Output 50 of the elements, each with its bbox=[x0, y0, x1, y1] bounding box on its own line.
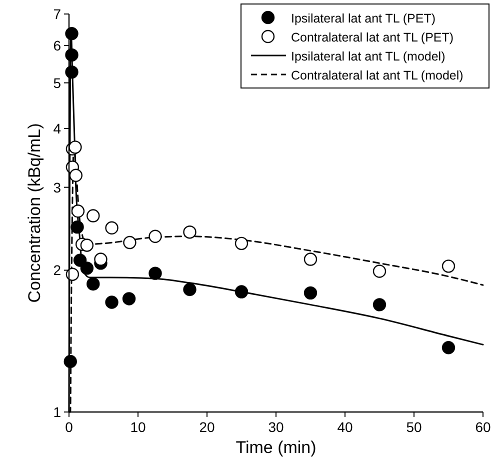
point bbox=[68, 140, 82, 154]
point bbox=[94, 252, 108, 266]
point bbox=[86, 277, 100, 291]
x-tick-label: 20 bbox=[199, 419, 215, 435]
x-tick-label: 10 bbox=[130, 419, 146, 435]
point bbox=[148, 230, 162, 243]
point bbox=[234, 236, 248, 250]
point bbox=[442, 341, 456, 354]
x-tick-label: 50 bbox=[406, 419, 422, 435]
legend-label: Ipsilateral lat ant TL (model) bbox=[291, 50, 446, 64]
y-tick-label: 2 bbox=[53, 262, 62, 278]
y-tick-label: 4 bbox=[53, 120, 62, 136]
point bbox=[105, 221, 118, 234]
point bbox=[122, 292, 136, 306]
point bbox=[65, 27, 78, 40]
point bbox=[148, 266, 162, 280]
legend-label: Contralateral lat ant TL (PET) bbox=[291, 30, 454, 44]
point bbox=[86, 209, 100, 222]
point bbox=[70, 220, 84, 234]
y-tick-label: 7 bbox=[53, 6, 62, 22]
point bbox=[183, 282, 196, 296]
point bbox=[123, 236, 136, 250]
point bbox=[442, 260, 456, 273]
point bbox=[183, 225, 196, 239]
point bbox=[372, 298, 386, 312]
y-tick-label: 3 bbox=[53, 179, 62, 196]
point bbox=[105, 296, 118, 309]
legend-label: Ipsilateral lat ant TL (PET) bbox=[291, 12, 436, 26]
point bbox=[304, 252, 318, 266]
x-tick-label: 30 bbox=[268, 419, 284, 435]
point bbox=[65, 65, 78, 79]
y-tick-label: 5 bbox=[53, 74, 62, 91]
y-axis-title: Concentration (kBq/mL) bbox=[25, 123, 44, 303]
point bbox=[372, 264, 386, 278]
point bbox=[66, 268, 80, 281]
point bbox=[80, 238, 94, 252]
point bbox=[69, 168, 82, 182]
point bbox=[64, 354, 77, 368]
point bbox=[234, 285, 248, 298]
y-tick-label: 1 bbox=[53, 404, 62, 420]
point bbox=[304, 286, 318, 300]
point bbox=[71, 204, 85, 218]
point bbox=[65, 48, 78, 62]
point bbox=[80, 262, 94, 275]
x-tick-label: 0 bbox=[65, 419, 74, 435]
x-tick-label: 60 bbox=[475, 419, 491, 435]
y-tick-label: 6 bbox=[53, 38, 62, 54]
x-tick-label: 40 bbox=[337, 419, 353, 435]
x-axis-title: Time (min) bbox=[236, 438, 316, 457]
legend-label: Contralateral lat ant TL (model) bbox=[291, 68, 464, 82]
